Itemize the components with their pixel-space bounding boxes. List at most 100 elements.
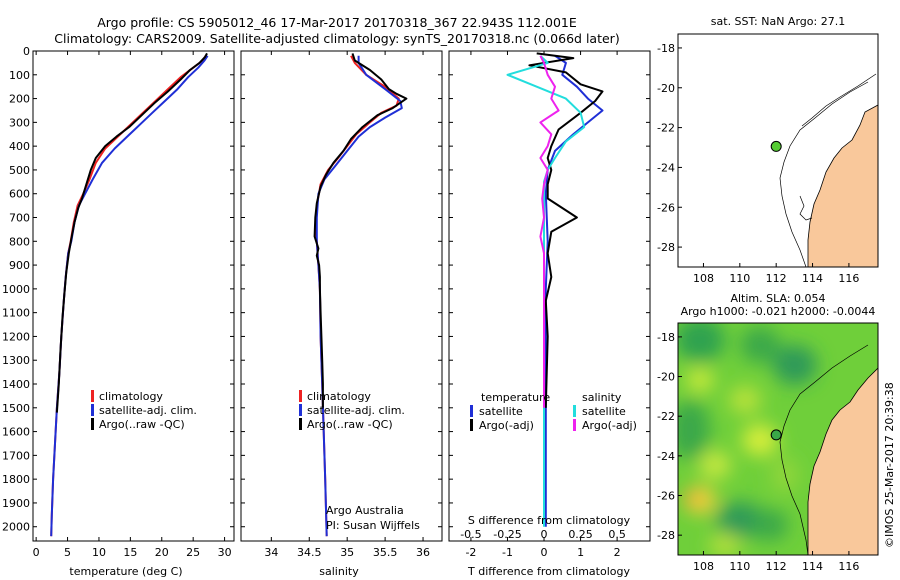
x-tick-label: 20 [155,546,169,559]
legend-swatch [91,418,94,430]
difference-profile-chart: -2 -1 0 1 2-0.5 -0.25 0 0.25 0.5temperaturesatel… [449,50,650,559]
map-y-tick-label: -18 [657,331,675,344]
map-x-tick-label: 114 [802,560,823,573]
y-tick-label: 1700 [2,449,30,462]
temperature-panel-frame [32,50,235,542]
map-x-tick-label: 110 [729,560,750,573]
sla-map-axes: 108 110 112 114 116 -18 -20 -22 -24 -26 -28 [657,331,859,573]
legend-label: satellite [479,405,523,418]
legend-label: climatology [99,390,163,403]
series-line-satellite [544,54,604,527]
legend-swatch [573,405,576,417]
s-diff-tick-label: 0.25 [568,528,593,541]
s-diff-tick-label: -0.25 [493,528,521,541]
legend-label: Argo(-adj) [582,419,637,432]
coast-islands [799,195,813,221]
pi-name-label: PI: Susan Wijffels [326,519,420,532]
legend-swatch [91,404,94,416]
australia-land [807,104,879,268]
x-tick-label: 1 [577,546,584,559]
y-tick-label: 400 [9,140,30,153]
legend-label: Argo(-adj) [479,419,534,432]
y-tick-label: 100 [9,69,30,82]
map-x-tick-label: 108 [693,560,714,573]
x-tick-label: -1 [502,546,513,559]
y-tick-label: 900 [9,259,30,272]
figure-title-line2: Climatology: CARS2009. Satellite-adjuste… [54,31,619,46]
y-tick-label: 2000 [2,521,30,534]
y-tick-label: 1900 [2,497,30,510]
y-tick-label: 1100 [2,307,30,320]
s-diff-tick-label: 0.5 [608,528,626,541]
map-y-tick-label: -24 [657,161,675,174]
x-tick-label: 5 [64,546,71,559]
map-x-tick-label: 116 [838,272,859,285]
series-line-argo [313,53,408,408]
x-tick-label: 35 [340,546,354,559]
y-tick-label: 300 [9,116,30,129]
x-tick-label: 35.5 [373,546,398,559]
map-x-tick-label: 108 [693,272,714,285]
legend-swatch [299,418,302,430]
difference-top-xlabel: S difference from climatology [468,514,631,527]
map-y-tick-label: -28 [657,241,675,254]
y-tick-label: 1800 [2,473,30,486]
map-y-tick-label: -20 [657,82,675,95]
map-y-tick-label: -26 [657,490,675,503]
map-y-tick-label: -26 [657,201,675,214]
sla-map-frame [677,322,879,556]
legend-swatch [573,419,576,431]
legend-label: satellite [582,405,626,418]
legend-swatch [91,390,94,402]
x-tick-label: 25 [186,546,200,559]
y-tick-label: 700 [9,212,30,225]
series-line-argo [528,52,604,408]
legend-label: Argo(..raw -QC) [99,418,185,431]
map-y-tick-label: -22 [657,410,675,423]
map-y-tick-label: -18 [657,42,675,55]
s-diff-tick-label: 0 [541,528,548,541]
legend-swatch [299,390,302,402]
sla-map [678,323,878,555]
australia-land-sla [807,367,878,555]
x-tick-label: 15 [123,546,137,559]
sst-map-frame [677,33,879,268]
sla-map-title-line1: Altim. SLA: 0.054 [730,292,825,305]
sst-map [677,33,879,268]
map-y-tick-label: -20 [657,371,675,384]
x-tick-label: 0 [541,546,548,559]
shelf-contour [779,81,869,268]
map-x-tick-label: 112 [766,560,787,573]
x-tick-label: 36 [416,546,430,559]
y-tick-label: 1300 [2,354,30,367]
s-diff-tick-label: -0.5 [460,528,481,541]
map-y-tick-label: -24 [657,450,675,463]
map-y-tick-label: -22 [657,122,675,135]
sst-map-axes: 108 110 112 114 116 -18 -20 -22 -24 -26 -28 [657,42,859,285]
y-tick-label: 0 [23,45,30,58]
difference-panel-frame [448,50,651,542]
argo-australia-label: Argo Australia [326,504,404,517]
legend-swatch [470,419,473,431]
map-x-tick-label: 116 [838,560,859,573]
temperature-xlabel: temperature (deg C) [69,565,182,578]
series-line-climatology [314,55,400,537]
legend-label: Argo(..raw -QC) [307,418,393,431]
y-tick-label: 1500 [2,402,30,415]
sla-map-title-line2: Argo h1000: -0.021 h2000: -0.0044 [681,305,876,318]
map-x-tick-label: 110 [729,272,750,285]
legend-swatch [470,405,473,417]
argo-position-marker-sla [770,429,782,441]
map-x-tick-label: 112 [766,272,787,285]
shelf-contour-sla [779,344,869,555]
map-y-tick-label: -28 [657,529,675,542]
legend-label: climatology [307,390,371,403]
y-tick-label: 1400 [2,378,30,391]
y-tick-label: 1600 [2,426,30,439]
x-tick-label: 34 [264,546,278,559]
series-line-satellite [315,55,403,537]
x-tick-label: 2 [614,546,621,559]
y-tick-label: 1200 [2,330,30,343]
legend-title-temperature: temperature [481,391,550,404]
